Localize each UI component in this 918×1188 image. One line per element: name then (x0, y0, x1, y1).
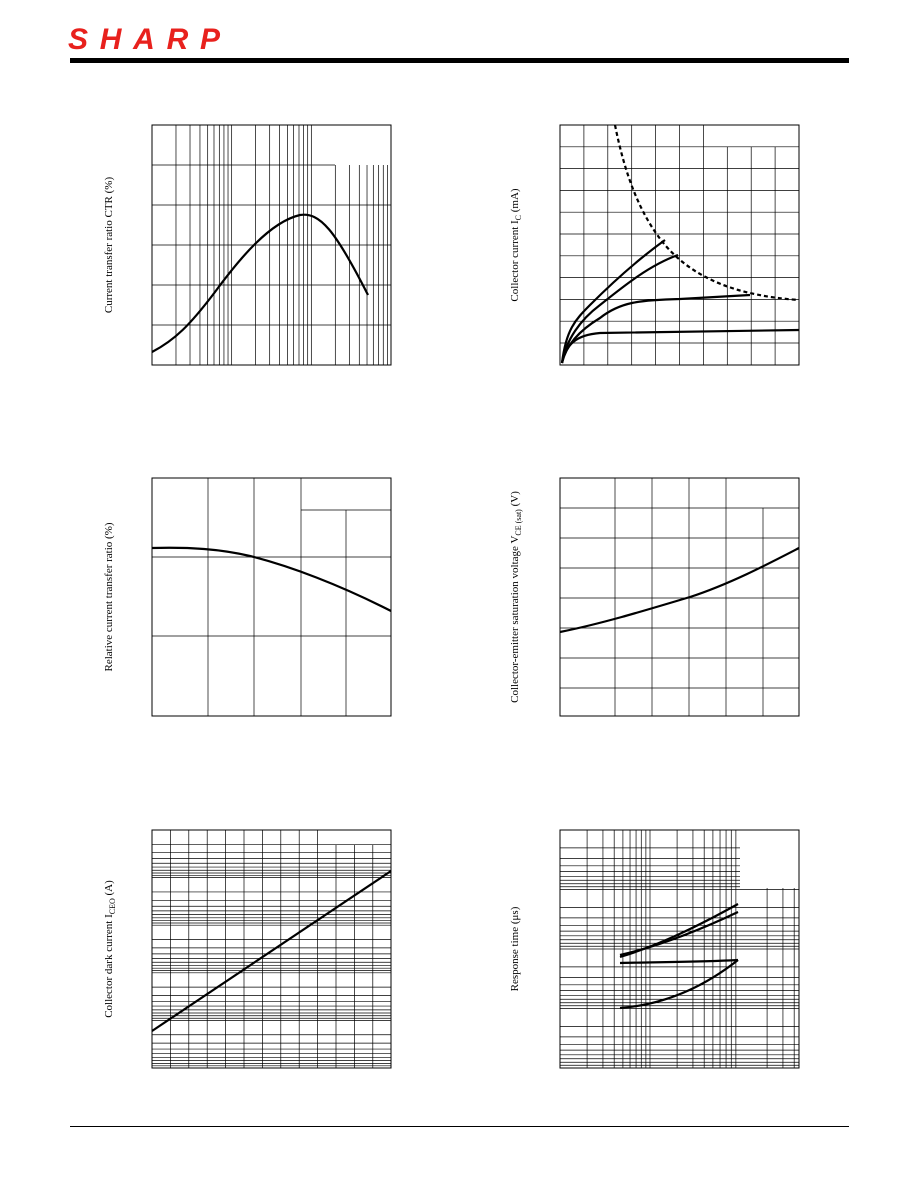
chart-frame (559, 124, 800, 366)
grids (151, 124, 800, 1069)
y-label-unit: (V) (509, 491, 521, 509)
curve (151, 870, 392, 1032)
dashed-curve (613, 124, 800, 302)
header-rule (70, 58, 849, 63)
y-label-text: Collector-emitter saturation voltage V (509, 536, 521, 703)
curve (560, 253, 679, 364)
y-label-sub: CE (sat) (514, 509, 523, 536)
y-axis-label: Collector dark current ICEO (A) (103, 880, 117, 1018)
y-axis-label: Current transfer ratio CTR (%) (103, 177, 115, 314)
y-axis-label: Collector current IC (mA) (509, 188, 523, 302)
chart-frame (151, 829, 392, 1069)
chart-frame (559, 477, 800, 717)
curve (151, 213, 369, 353)
y-axis-label: Collector-emitter saturation voltage VCE… (509, 491, 523, 703)
y-label-text: Response time (μs) (509, 906, 521, 991)
curve (560, 328, 800, 364)
y-axis-label: Response time (μs) (509, 906, 521, 991)
y-label-unit: (A) (103, 880, 115, 898)
y-axis-label: Relative current transfer ratio (%) (103, 522, 115, 671)
curve (559, 547, 800, 634)
y-label-unit: (mA) (509, 188, 521, 215)
y-label-text: Collector current I (509, 220, 521, 302)
y-label-text: Collector dark current I (103, 914, 115, 1018)
logo: SHARP (68, 23, 221, 56)
y-label-text: Relative current transfer ratio (%) (103, 522, 115, 671)
y-label-sub: CEO (108, 898, 117, 914)
chart-frame (151, 477, 392, 717)
curve (560, 239, 666, 364)
y-label-text: Current transfer ratio CTR (%) (103, 177, 115, 314)
curve (619, 958, 739, 965)
y-label-sub: C (514, 215, 523, 220)
curve (151, 546, 392, 612)
chart-frame (559, 829, 800, 1069)
footer-rule (70, 1126, 849, 1127)
curve (619, 959, 739, 1010)
curve (619, 911, 739, 957)
chart-frame (151, 124, 392, 366)
